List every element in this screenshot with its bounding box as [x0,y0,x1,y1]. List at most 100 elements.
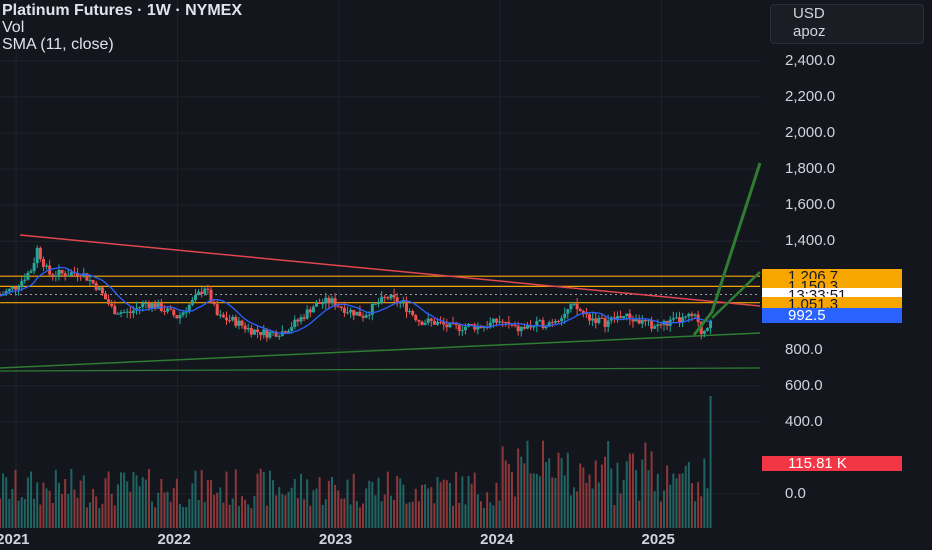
currency-unit: apoz [793,23,826,40]
volume-bar [275,495,278,528]
volume-bar [250,508,253,528]
candle-body [237,320,241,326]
candle-body [423,322,427,325]
volume-bar [306,479,309,528]
volume-bar [554,478,557,528]
candle-body [355,311,359,316]
candle-body [256,329,260,333]
candle-body [100,287,104,294]
projection-arrow-up [692,162,762,336]
volume-legend[interactable]: Vol [2,19,25,36]
volume-bar [619,493,622,528]
candle-body [414,315,418,321]
candle-body [144,302,148,304]
candle-body [26,272,30,280]
candle-body [656,324,660,327]
candle-body [122,312,126,314]
volume-bar [281,494,284,528]
volume-bar [672,473,675,528]
volume-bar [231,498,234,528]
candle-body [516,325,520,332]
volume-bar [318,477,321,528]
candle-body [522,326,526,329]
volume-bar [234,469,237,528]
volume-bar [107,471,110,528]
volume-bar [172,488,175,528]
candle-body [162,310,166,312]
candle-body [178,315,182,319]
candle-body [20,280,24,288]
candle-body [330,298,334,304]
candle-body [535,321,539,327]
candle-body [97,287,101,290]
candle-body [606,320,610,327]
candle-body [578,309,582,311]
candle-body [488,322,492,328]
candle-body [175,315,179,319]
volume-bar [411,501,414,528]
volume-bar [265,505,268,528]
volume-bar [461,476,464,528]
candle-body [342,307,346,313]
candle-body [432,320,436,325]
volume-bar [54,469,57,528]
candle-body [364,315,368,318]
volume-bar [545,462,548,528]
volume-bar [467,475,470,528]
symbol-title[interactable]: Platinum Futures · 1W · NYMEX [2,2,243,19]
candle-body [69,272,73,276]
support-trendline [0,332,761,369]
volume-bar [178,504,181,528]
candle-body [473,324,477,330]
candle-body [274,331,278,337]
candle-body [541,320,545,329]
volume-bar [290,487,293,528]
volume-bar [529,473,532,528]
candle-body [103,293,107,300]
price-tag: 992.5 [762,307,902,323]
lower-support-line [0,367,761,372]
volume-bar [358,507,361,528]
candle-body [110,304,114,307]
candle-body [498,321,502,323]
candle-body [650,320,654,329]
volume-bar [408,502,411,528]
volume-bar [101,503,104,528]
candle-body [308,309,312,313]
candle-body [293,319,297,327]
candle-body [51,274,55,276]
volume-bar [30,471,33,528]
volume-bar [51,502,54,528]
volume-bar [473,472,476,528]
candle-body [147,302,151,308]
volume-bar [39,504,42,528]
candle-body [519,326,523,332]
volume-bar [259,468,262,528]
chart-legend: Platinum Futures · 1W · NYMEX Vol SMA (1… [2,2,242,53]
candle-body [128,311,132,314]
sma-legend[interactable]: SMA (11, close) [2,36,114,53]
candle-body [678,317,682,323]
volume-bar [36,482,39,528]
candle-body [60,269,64,274]
volume-bar [200,469,203,528]
candle-body [361,316,365,318]
volume-bar [324,499,327,528]
volume-bar [346,479,349,528]
candle-body [358,311,362,317]
candle-body [569,304,573,310]
volume-bar [14,469,17,528]
currency-selector[interactable]: USD apoz [770,4,924,44]
volume-bar [334,484,337,528]
volume-bar [5,477,8,528]
volume-bar [98,508,101,528]
volume-bar [272,480,275,528]
volume-bar [675,478,678,528]
candle-body [17,287,21,290]
volume-bar [436,476,439,528]
x-tick-label: 2021 [0,531,30,548]
volume-bar [42,482,45,528]
candle-body [23,279,27,281]
y-tick-label: 2,200.0 [785,87,836,105]
